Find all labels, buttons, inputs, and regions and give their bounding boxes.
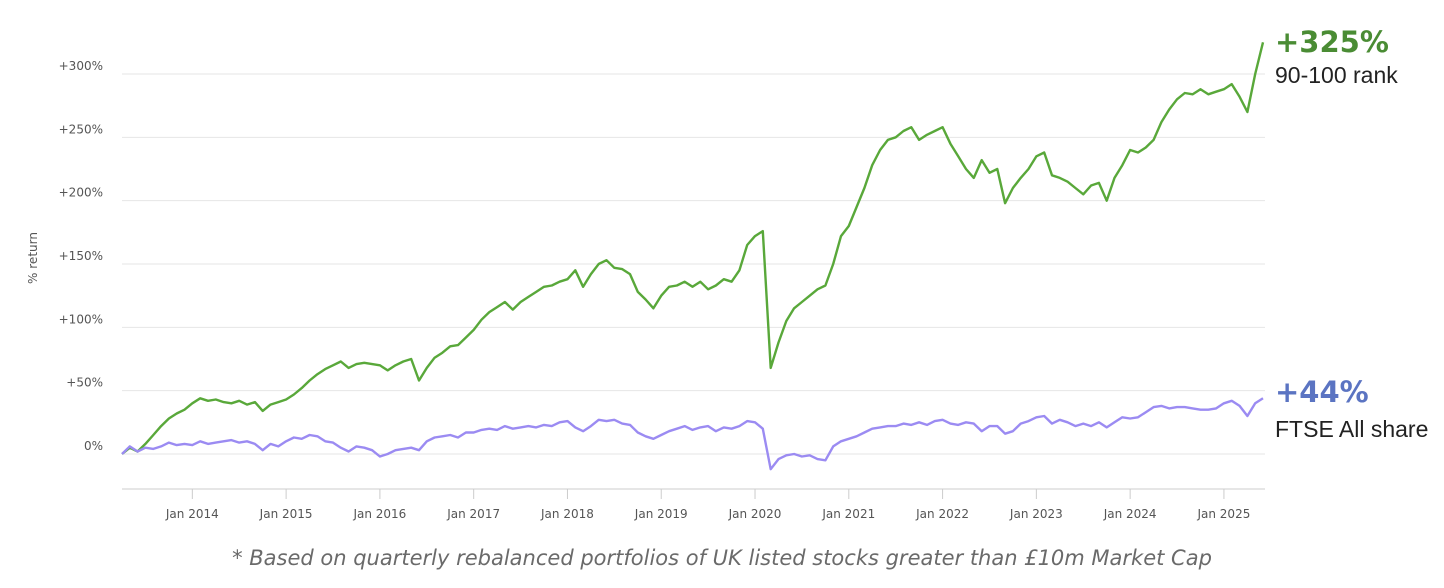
series-name: FTSE All share <box>1275 416 1428 442</box>
x-tick-label: Jan 2021 <box>821 507 875 521</box>
series-end-value: +325% <box>1275 25 1389 59</box>
gridlines <box>122 73 1265 455</box>
x-tick-label: Jan 2015 <box>259 507 313 521</box>
x-tick-label: Jan 2020 <box>728 507 782 521</box>
x-tick-label: Jan 2024 <box>1103 507 1157 521</box>
y-axis-ticks: 0% +50% +100% +150% +200% +250% +300% <box>59 59 103 453</box>
y-tick-label: 0% <box>84 439 103 453</box>
x-tick-label: Jan 2022 <box>915 507 969 521</box>
series-name: 90-100 rank <box>1275 62 1398 88</box>
x-tick-label: Jan 2023 <box>1009 507 1063 521</box>
line-chart: 0% +50% +100% +150% +200% +250% +300% Jan 2014… <box>26 25 1428 521</box>
y-tick-label: +300% <box>59 59 103 73</box>
x-tick-label: Jan 2025 <box>1196 507 1250 521</box>
end-labels: +325% 90-100 rank +44% FTSE All share <box>1275 25 1428 442</box>
series-line-ftse <box>121 397 1264 471</box>
y-tick-label: +150% <box>59 249 103 263</box>
y-tick-label: +250% <box>59 122 103 136</box>
y-tick-label: +100% <box>59 312 103 326</box>
x-tick-label: Jan 2017 <box>446 507 500 521</box>
x-tick-label: Jan 2014 <box>165 507 219 521</box>
series-lines <box>121 42 1265 471</box>
y-tick-label: +50% <box>66 376 103 390</box>
y-axis-label: % return <box>26 232 40 284</box>
y-tick-label: +200% <box>59 186 103 200</box>
x-tick-label: Jan 2018 <box>540 507 594 521</box>
footnote: * Based on quarterly rebalanced portfoli… <box>232 546 1212 570</box>
series-line-rank <box>121 42 1265 455</box>
series-end-value: +44% <box>1275 375 1369 409</box>
x-axis-ticks: Jan 2014 Jan 2015 Jan 2016 Jan 2017 Jan 2018… <box>122 488 1265 521</box>
x-tick-label: Jan 2019 <box>634 507 688 521</box>
x-tick-label: Jan 2016 <box>352 507 406 521</box>
